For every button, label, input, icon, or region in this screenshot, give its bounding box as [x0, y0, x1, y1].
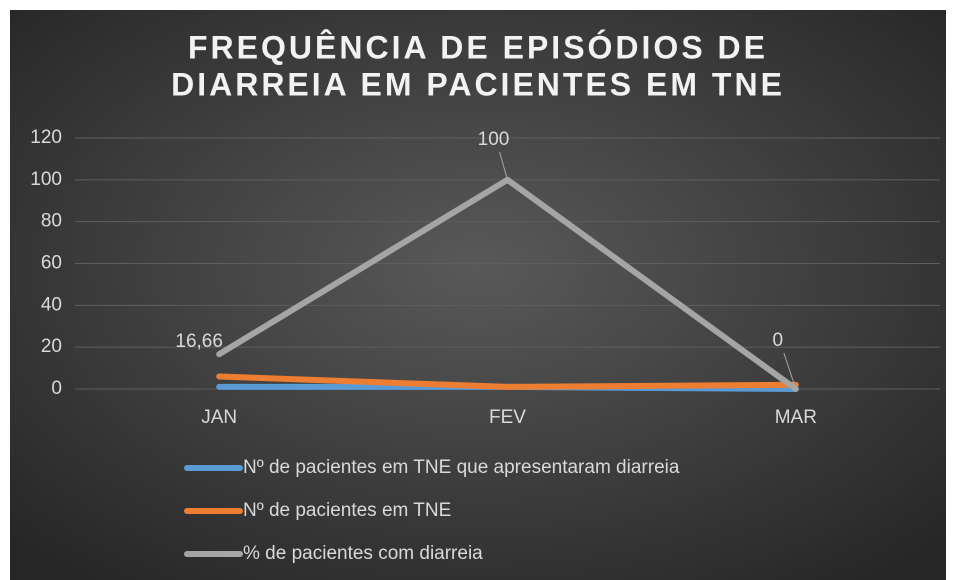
data-label: 0	[773, 330, 784, 351]
legend-label: Nº de pacientes em TNE que apresentaram …	[243, 457, 680, 478]
leader-line	[783, 352, 797, 390]
leader-line	[499, 151, 508, 180]
chart-background	[10, 10, 946, 580]
y-tick-label: 40	[41, 294, 62, 315]
x-tick-label: FEV	[489, 407, 526, 428]
legend-label: % de pacientes com diarreia	[243, 543, 483, 564]
y-tick-label: 120	[30, 127, 62, 148]
y-tick-label: 60	[41, 253, 62, 274]
x-tick-label: JAN	[201, 407, 237, 428]
y-tick-label: 20	[41, 336, 62, 357]
chart-title: FREQUÊNCIA DE EPISÓDIOS DE	[188, 29, 768, 65]
series-line	[216, 373, 799, 390]
y-tick-label: 100	[30, 169, 62, 190]
x-tick-label: MAR	[775, 407, 817, 428]
data-label: 100	[478, 129, 510, 150]
legend-label: Nº de pacientes em TNE	[243, 500, 451, 521]
y-tick-label: 80	[41, 211, 62, 232]
y-tick-label: 0	[51, 378, 62, 399]
data-label: 16,66	[175, 331, 223, 352]
chart-title: DIARREIA EM PACIENTES EM TNE	[171, 66, 785, 102]
